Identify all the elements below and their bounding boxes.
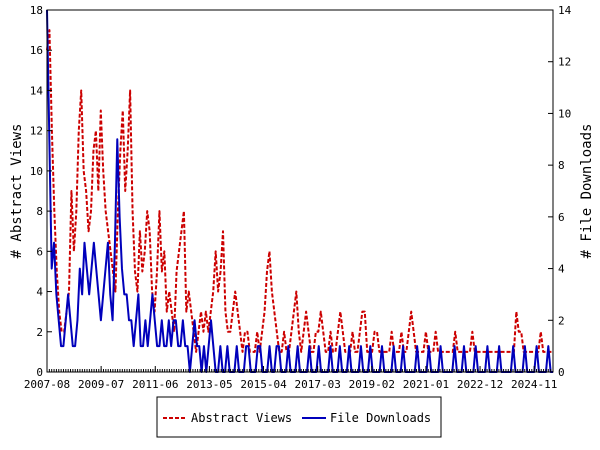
y-axis-right-title: # File Downloads	[579, 124, 595, 259]
legend-label-file-downloads: File Downloads	[330, 411, 431, 425]
legend: Abstract Views File Downloads	[156, 396, 442, 438]
y-left-tick-label: 0	[36, 366, 43, 379]
legend-box	[156, 396, 442, 438]
x-tick-label: 2013-05	[186, 378, 232, 391]
y-left-tick-label: 6	[36, 245, 43, 258]
x-tick-label: 2021-01	[403, 378, 449, 391]
y-axis-left: 0 2 4 6 8 10 12 14 16 18	[30, 4, 52, 379]
x-tick-label: 2009-07	[78, 378, 124, 391]
y-left-tick-label: 8	[36, 205, 43, 218]
y-left-tick-label: 2	[36, 326, 43, 339]
y-left-tick-label: 16	[30, 44, 43, 57]
y-left-tick-label: 14	[30, 84, 44, 97]
y-right-tick-label: 6	[558, 211, 565, 224]
y-left-tick-label: 18	[30, 4, 43, 17]
legend-label-abstract-views: Abstract Views	[191, 411, 292, 425]
y-axis-left-title: # Abstract Views	[9, 124, 25, 259]
y-right-tick-label: 0	[558, 366, 565, 379]
x-tick-label: 2007-08	[24, 378, 70, 391]
series-line-abstract-views	[46, 29, 553, 353]
y-right-tick-label: 10	[558, 107, 571, 120]
x-tick-label: 2022-12	[457, 378, 503, 391]
plot-frame	[46, 9, 554, 373]
x-tick-label: 2017-03	[294, 378, 340, 391]
y-axis-right: 0 2 4 6 8 10 12 14	[548, 4, 572, 379]
x-axis: 2007-08 2009-07 2011-06 2013-05 2015-04 2017-…	[24, 366, 557, 391]
y-right-tick-label: 8	[558, 159, 565, 172]
x-tick-label: 2011-06	[132, 378, 178, 391]
x-tick-label: 2024-11	[511, 378, 557, 391]
y-right-tick-label: 14	[558, 4, 572, 17]
y-right-tick-label: 2	[558, 314, 565, 327]
y-left-tick-label: 4	[36, 286, 43, 299]
y-left-tick-label: 10	[30, 165, 43, 178]
y-right-tick-label: 4	[558, 263, 565, 276]
y-right-tick-label: 12	[558, 56, 571, 69]
x-tick-label: 2019-02	[349, 378, 395, 391]
x-tick-label: 2015-04	[240, 378, 287, 391]
y-left-tick-label: 12	[30, 125, 43, 138]
